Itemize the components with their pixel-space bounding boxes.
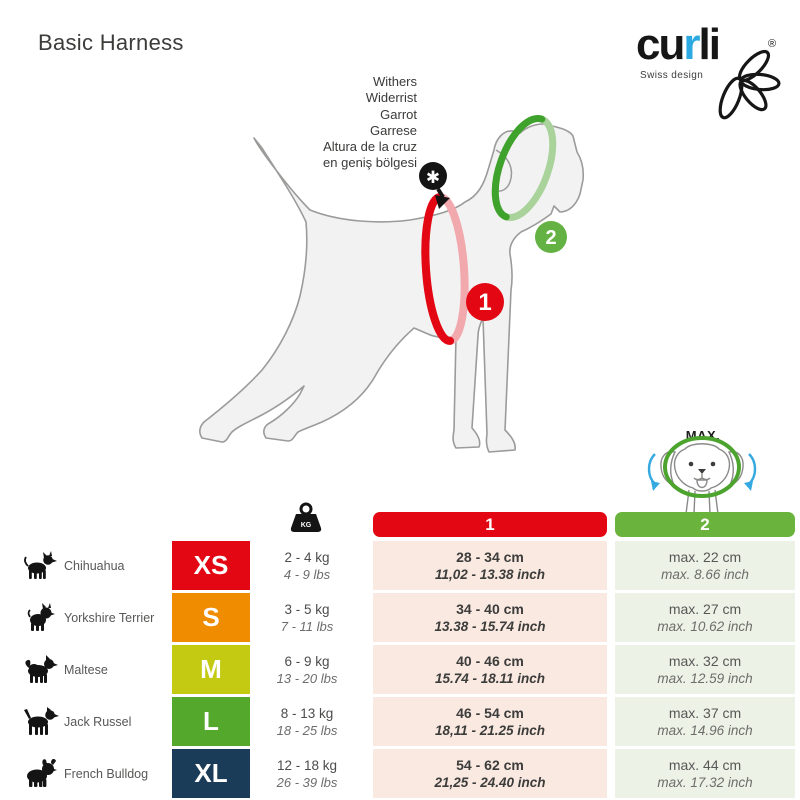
label-withers: Withers [372,74,417,89]
neck-cell: max. 44 cm max. 17.32 inch [615,749,795,798]
withers-asterisk-marker: ✱ [419,162,450,209]
table-row: Yorkshire Terrier S 3 - 5 kg 7 - 11 lbs … [0,593,800,642]
arrow-down-icon [435,195,450,209]
chest-inch: 18,11 - 21.25 inch [434,723,546,738]
label-widerrist: Widerrist [365,90,417,106]
max-neck-dog-head-icon [647,436,757,515]
chest-cell: 40 - 46 cm 15.74 - 18.11 inch [373,645,607,694]
weight-lbs: 7 - 11 lbs [280,618,334,634]
chest-cm: 34 - 40 cm [456,601,524,617]
weight-cell: 8 - 13 kg 18 - 25 lbs [252,697,362,746]
neck-ring [491,114,557,222]
french-bulldog-icon [27,759,57,787]
weight-kg: 12 - 18 kg [276,757,338,773]
weight-lbs: 4 - 9 lbs [283,566,331,582]
withers-labels: Withers Widerrist Garrot Garrese Altura … [175,74,417,172]
brand-pre: cu [636,20,685,69]
chest-cm: 46 - 54 cm [456,705,524,721]
neck-inch: max. 8.66 inch [661,567,749,582]
neck-inch: max. 14.96 inch [657,723,753,738]
weight-kg: 6 - 9 kg [284,653,330,669]
neck-inch: max. 12.59 inch [657,671,753,686]
svg-text:KG: KG [301,522,312,529]
neck-cell: max. 32 cm max. 12.59 inch [615,645,795,694]
svg-text:1: 1 [478,289,491,316]
brand-post: li [698,20,720,69]
neck-cm: max. 37 cm [668,705,742,721]
maltese-icon [25,655,58,683]
dog-silhouette [199,123,585,453]
breed-label: Yorkshire Terrier [64,610,155,625]
weight-lbs: 18 - 25 lbs [276,722,338,738]
page-title: Basic Harness [38,30,184,55]
registered-mark: ® [768,38,777,50]
chest-inch: 11,02 - 13.38 inch [434,567,546,582]
chihuahua-icon [24,551,57,579]
flower-loops-icon [718,49,781,120]
curli-logo: curli ® Swiss design [628,14,800,126]
weight-kg-icon: KG [290,502,322,532]
table-row: French Bulldog XL 12 - 18 kg 26 - 39 lbs… [0,749,800,798]
neck-cm: max. 22 cm [668,549,742,565]
yorkshire-terrier-icon [27,603,55,631]
chest-cell: 28 - 34 cm 11,02 - 13.38 inch [373,541,607,590]
breed-label: Chihuahua [64,558,125,573]
table-row: Jack Russel L 8 - 13 kg 18 - 25 lbs 46 -… [0,697,800,746]
weight-kg: 2 - 4 kg [284,549,330,565]
table-row: Maltese M 6 - 9 kg 13 - 20 lbs 40 - 46 c… [0,645,800,694]
chest-column-header: 1 [373,512,607,537]
chest-cell: 54 - 62 cm 21,25 - 24.40 inch [373,749,607,798]
neck-cell: max. 22 cm max. 8.66 inch [615,541,795,590]
breed-label: Maltese [64,662,108,677]
weight-lbs: 26 - 39 lbs [276,774,338,790]
chest-marker-badge: 1 [466,283,504,321]
size-badge: XL [172,749,250,798]
weight-kg: 3 - 5 kg [284,601,330,617]
jack-russel-icon [24,707,59,735]
weight-kg: 8 - 13 kg [280,705,334,721]
neck-column-header: 2 [615,512,795,537]
chest-inch: 13.38 - 15.74 inch [434,619,546,634]
label-altura: Altura de la cruz [323,139,417,155]
weight-cell: 6 - 9 kg 13 - 20 lbs [252,645,362,694]
size-badge: L [172,697,250,746]
label-garrese: Garrese [370,122,417,138]
breed-label: Jack Russel [64,714,132,729]
weight-lbs: 13 - 20 lbs [276,670,338,686]
weight-cell: 12 - 18 kg 26 - 39 lbs [252,749,362,798]
neck-inch: max. 17.32 inch [657,775,753,790]
neck-cm: max. 32 cm [668,653,742,669]
neck-cell: max. 27 cm max. 10.62 inch [615,593,795,642]
chest-inch: 15.74 - 18.11 inch [434,671,546,686]
chest-cm: 28 - 34 cm [456,549,524,565]
neck-cm: max. 27 cm [668,601,742,617]
chest-cm: 40 - 46 cm [456,653,524,669]
chest-cm: 54 - 62 cm [456,757,524,773]
brand-accent-letter: r [683,20,700,69]
size-badge: XS [172,541,250,590]
svg-text:2: 2 [545,227,556,249]
label-genis: en geniş bölgesi [323,155,417,171]
table-row: Chihuahua XS 2 - 4 kg 4 - 9 lbs 28 - 34 … [0,541,800,590]
chest-cell: 34 - 40 cm 13.38 - 15.74 inch [373,593,607,642]
weight-cell: 3 - 5 kg 7 - 11 lbs [252,593,362,642]
weight-cell: 2 - 4 kg 4 - 9 lbs [252,541,362,590]
breed-label: French Bulldog [64,766,149,781]
dog-measure-illustration: ✱ 1 2 [199,114,585,453]
asterisk-icon: ✱ [426,168,440,187]
neck-marker-badge: 2 [535,221,567,253]
chest-inch: 21,25 - 24.40 inch [434,775,546,790]
brand-tagline: Swiss design [640,70,704,81]
neck-inch: max. 10.62 inch [657,619,753,634]
neck-cm: max. 44 cm [668,757,742,773]
brand-wordmark: curli [636,20,721,70]
neck-cell: max. 37 cm max. 14.96 inch [615,697,795,746]
label-garrot: Garrot [380,106,417,122]
chest-cell: 46 - 54 cm 18,11 - 21.25 inch [373,697,607,746]
size-badge: S [172,593,250,642]
max-neck-ring [663,436,741,498]
size-badge: M [172,645,250,694]
